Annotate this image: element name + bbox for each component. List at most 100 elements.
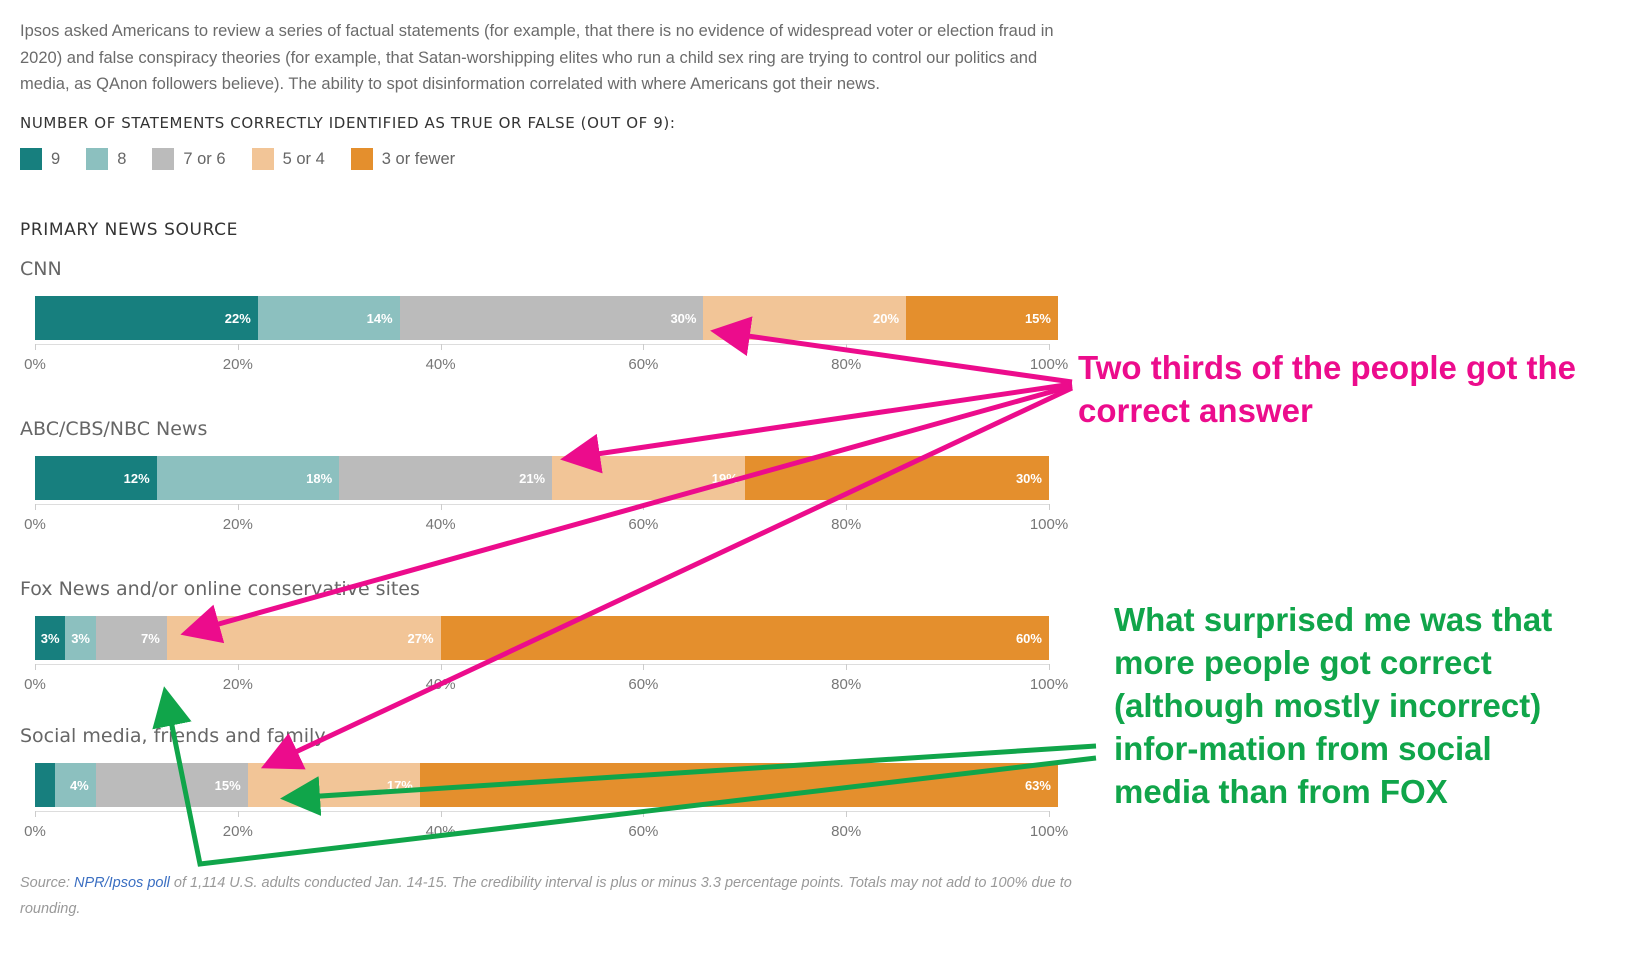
segment-label: 27% (407, 630, 434, 646)
segment-label: 63% (1024, 777, 1051, 793)
tick-label: 80% (831, 356, 862, 373)
segment-label: 30% (670, 310, 697, 326)
segment-label: 18% (306, 470, 333, 486)
bar-group: Fox News and/or online conservative site… (0, 578, 1100, 708)
legend-label-5-or-4: 5 or 4 (282, 149, 325, 168)
legend-swatch-3-or-fewer (350, 148, 373, 170)
tick-label: 60% (628, 356, 659, 373)
axis-tick (846, 811, 848, 817)
bar-segment: 17% (247, 763, 420, 807)
bar-segment: 18% (156, 456, 340, 500)
bar-segment: 4% (55, 763, 96, 807)
axis-tick (440, 664, 442, 670)
annotation-pink: Two thirds of the people got the correct… (1078, 349, 1577, 429)
bar-segment: 63% (419, 763, 1058, 807)
segment-label: 60% (1015, 630, 1042, 646)
segment-label: 30% (1015, 470, 1042, 486)
tick-label: 80% (831, 676, 862, 693)
axis-tick (35, 811, 36, 817)
tick-label: 100% (1029, 676, 1069, 693)
tick-label: 100% (1029, 516, 1069, 533)
source-prefix: Source: (20, 875, 74, 891)
legend-swatch-8 (86, 148, 109, 170)
bar-segment: 30% (744, 456, 1049, 500)
bar-group: Social media, friends and family 4% 15% 17%… (0, 725, 1100, 855)
segment-label: 7% (141, 630, 160, 646)
tick-label: 40% (425, 516, 456, 533)
stacked-bar: 22% 14% 30% 20% 15% (35, 296, 1058, 340)
tick-label: 20% (222, 676, 253, 693)
segment-label: 3% (71, 630, 90, 646)
axis-tick (846, 504, 848, 510)
bar-segment: 7% (95, 616, 167, 660)
tick-label: 60% (628, 516, 659, 533)
tick-label: 60% (628, 823, 659, 840)
tick-label: 0% (24, 676, 46, 693)
stacked-bar: 12% 18% 21% 19% 30% (35, 456, 1049, 500)
bar-segment: 27% (166, 616, 441, 660)
legend-title: NUMBER OF STATEMENTS CORRECTLY IDENTIFIE… (20, 114, 676, 132)
category-label: ABC/CBS/NBC News (20, 418, 208, 440)
bar-group: CNN 22% 14% 30% 20% 15% 0% 20% 40% 60% 80% 100% (0, 258, 1100, 388)
bar-segment: 15% (906, 296, 1058, 340)
tick-label: 20% (222, 356, 253, 373)
axis-line (35, 811, 1049, 812)
axis-tick (643, 344, 645, 350)
legend-item-3-or-fewer: 3 or fewer (350, 148, 456, 170)
legend-label-9: 9 (51, 149, 61, 168)
tick-label: 60% (628, 676, 659, 693)
axis-tick (440, 344, 442, 350)
bar-segment: 3% (65, 616, 96, 660)
legend: 9 8 7 or 6 5 or 4 3 or fewer (20, 148, 481, 170)
legend-label-8: 8 (117, 149, 127, 168)
annotation-green: What surprised me was that more people g… (1114, 601, 1553, 810)
axis-tick (237, 504, 239, 510)
axis-tick (1049, 664, 1050, 670)
legend-item-9: 9 (20, 148, 60, 170)
legend-swatch-5-or-4 (251, 148, 274, 170)
segment-label: 15% (214, 777, 241, 793)
bar-segment: 19% (552, 456, 745, 500)
axis-line (35, 344, 1049, 345)
axis-tick (237, 664, 239, 670)
segment-label: 19% (711, 470, 738, 486)
axis-tick (1049, 504, 1050, 510)
intro-text: Ipsos asked Americans to review a series… (20, 22, 1054, 93)
tick-label: 20% (222, 516, 253, 533)
axis-tick (440, 504, 442, 510)
legend-swatch-9 (20, 148, 42, 170)
bar-segment: 30% (399, 296, 704, 340)
segment-label: 17% (386, 777, 413, 793)
segment-label: 14% (366, 310, 393, 326)
stacked-bar: 3% 3% 7% 27% 60% (35, 616, 1049, 660)
segment-label: 22% (224, 310, 251, 326)
category-label: CNN (20, 258, 62, 280)
bar-segment: 15% (95, 763, 248, 807)
legend-swatch-7-or-6 (152, 148, 175, 170)
bar-group: ABC/CBS/NBC News 12% 18% 21% 19% 30% 0% 20% 40% 6… (0, 418, 1100, 548)
segment-label: 21% (519, 470, 546, 486)
axis-tick (643, 811, 645, 817)
tick-label: 100% (1029, 823, 1069, 840)
axis-tick (35, 664, 36, 670)
axis-tick (35, 344, 36, 350)
legend-label-3-or-fewer: 3 or fewer (381, 149, 456, 168)
bar-segment (35, 763, 56, 807)
segment-label: 15% (1024, 310, 1051, 326)
segment-label: 4% (69, 777, 89, 793)
legend-item-7-or-6: 7 or 6 (152, 148, 226, 170)
axis-tick (1049, 811, 1050, 817)
legend-item-5-or-4: 5 or 4 (251, 148, 325, 170)
tick-label: 0% (24, 356, 46, 373)
axis-tick (643, 664, 645, 670)
source-link[interactable]: NPR/Ipsos poll (74, 875, 170, 891)
tick-label: 100% (1029, 356, 1069, 373)
bar-segment: 20% (703, 296, 907, 340)
axis-tick (1049, 344, 1050, 350)
tick-label: 20% (222, 823, 253, 840)
tick-label: 80% (831, 516, 862, 533)
bar-segment: 14% (257, 296, 400, 340)
bar-segment: 60% (440, 616, 1049, 660)
source-note: Source: NPR/Ipsos poll of 1,114 U.S. adu… (20, 870, 1080, 922)
axis-tick (35, 504, 36, 510)
